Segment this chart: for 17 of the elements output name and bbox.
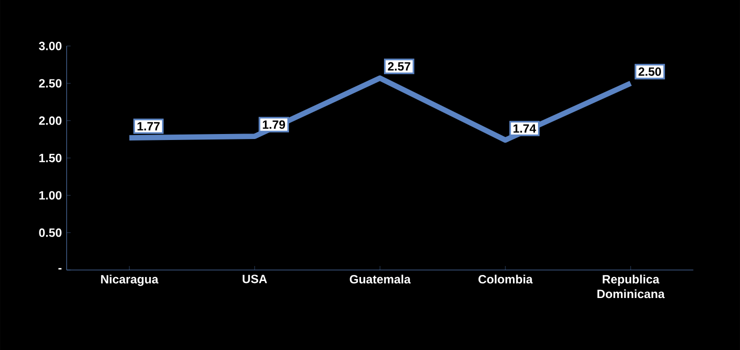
data-label: 2.57 — [388, 62, 410, 71]
data-label: 1.77 — [138, 122, 160, 130]
y-tick-label: - — [58, 268, 62, 270]
y-tick-label: 1.00 — [39, 191, 62, 200]
x-tick-label: Guatemala — [350, 274, 411, 284]
y-tick-label: 3.00 — [38, 42, 62, 50]
x-tick-label: Republica Dominicana — [597, 274, 665, 298]
y-tick-label: 2.50 — [39, 79, 62, 88]
x-tick-label: Colombia — [478, 274, 533, 284]
data-label: 1.79 — [262, 120, 286, 129]
data-label: 2.50 — [638, 67, 661, 76]
y-tick-label: 0.50 — [39, 228, 62, 237]
x-tick-label: USA — [242, 274, 268, 284]
x-tick-label: Nicaragua — [101, 274, 158, 286]
y-tick-label: 2.00 — [39, 116, 62, 125]
y-tick-label: 1.50 — [39, 154, 62, 162]
data-label: 1.74 — [514, 124, 536, 133]
